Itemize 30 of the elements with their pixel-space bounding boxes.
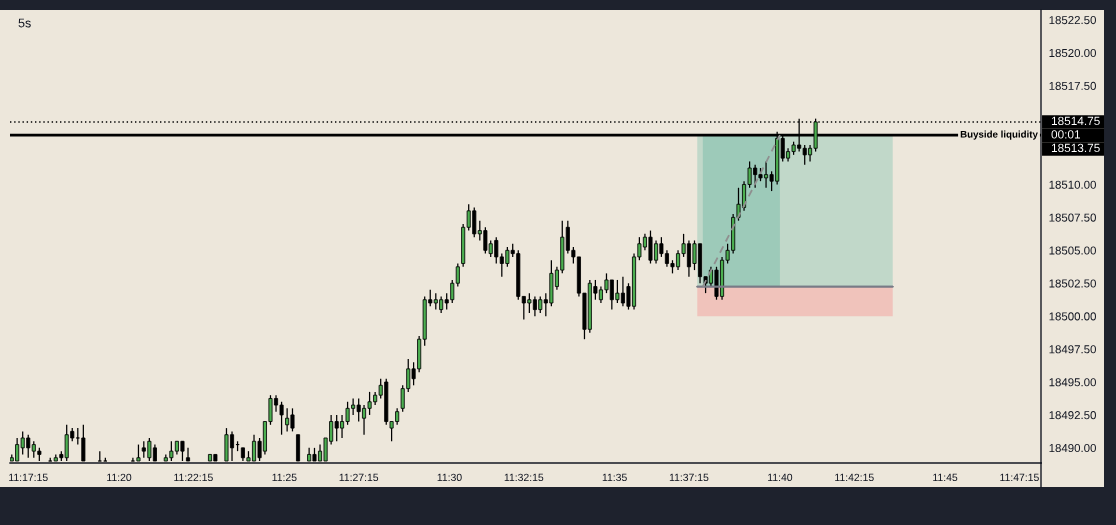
x-tick-label: 11:37:15	[669, 473, 709, 482]
y-tick-label: 18490.00	[1049, 444, 1096, 453]
x-tick-label: 11:45	[933, 473, 958, 482]
text: 18514.75	[1051, 116, 1100, 126]
y-tick-label: 18510.00	[1049, 180, 1096, 189]
x-tick-label: 11:20	[107, 473, 132, 482]
y-tick-label: 18522.50	[1049, 16, 1096, 25]
x-tick-label: 11:40	[768, 473, 793, 482]
text: 5s	[18, 18, 31, 28]
x-tick-label: 11:22:15	[174, 473, 213, 482]
y-tick-label: 18520.00	[1049, 48, 1096, 58]
y-tick-label: 18492.50	[1049, 411, 1096, 420]
y-tick-label: 18505.00	[1049, 246, 1096, 255]
x-tick-label: 11:35	[602, 473, 627, 482]
x-tick-label: 11:25	[272, 473, 297, 482]
x-tick-label: 11:17:15	[9, 473, 48, 482]
x-tick-label: 11:32:15	[504, 473, 544, 482]
x-tick-label: 11:30	[437, 473, 462, 482]
y-tick-label: 18517.50	[1049, 81, 1096, 90]
y-tick-label: 18495.00	[1049, 378, 1096, 387]
ref-line-label: Buyside liquidity	[960, 130, 1038, 140]
x-tick-label: 11:27:15	[339, 473, 379, 482]
y-tick-label: 18497.50	[1049, 345, 1096, 354]
x-tick-label: 11:47:15	[1000, 473, 1039, 482]
y-tick-label: 18500.00	[1049, 312, 1096, 321]
text: 00:01	[1051, 130, 1080, 139]
y-tick-label: 18502.50	[1049, 279, 1096, 288]
y-tick-label: 18507.50	[1049, 213, 1096, 222]
x-tick-label: 11:42:15	[835, 473, 874, 482]
text: 18513.75	[1051, 143, 1100, 153]
